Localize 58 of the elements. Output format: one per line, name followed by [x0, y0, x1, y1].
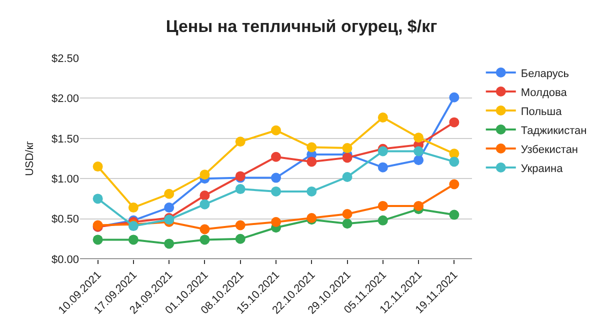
y-tick-label: $1.00 [51, 173, 79, 186]
point [306, 142, 317, 152]
point [271, 125, 281, 136]
point [92, 234, 103, 245]
legend-label: Молдова [520, 86, 568, 99]
point [378, 146, 388, 156]
point [128, 234, 138, 245]
y-tick-label: $0.00 [51, 254, 79, 266]
point [306, 156, 317, 167]
point [378, 162, 388, 172]
point [92, 194, 103, 204]
chart-title: Цены на тепличный огурец, $/кг [166, 16, 438, 36]
point [164, 188, 174, 199]
point [378, 200, 388, 211]
legend-label: Узбекистан [520, 144, 578, 156]
point [414, 200, 424, 211]
point [200, 170, 210, 180]
point [342, 218, 352, 229]
point [449, 92, 460, 102]
point [128, 202, 138, 213]
point [342, 152, 352, 163]
point [271, 186, 281, 196]
point [306, 186, 317, 196]
point [414, 155, 424, 166]
point [414, 132, 424, 143]
legend-label: Беларусь [520, 68, 570, 80]
y-tick-label: $2.00 [51, 93, 79, 106]
point [378, 215, 388, 226]
point [414, 146, 424, 156]
point [200, 190, 210, 200]
y-tick-label: $2.50 [51, 52, 79, 65]
point [271, 172, 281, 183]
point [235, 184, 246, 194]
point [449, 210, 460, 220]
point [449, 179, 460, 190]
point [342, 172, 352, 182]
point [164, 238, 174, 249]
legend-label: Украина [520, 162, 564, 175]
point [235, 136, 246, 147]
point [449, 156, 460, 167]
point [200, 234, 210, 245]
point [235, 220, 246, 230]
point [92, 162, 103, 172]
y-tick-label: $1.50 [51, 133, 79, 146]
point [164, 202, 174, 213]
point [378, 112, 388, 122]
point [342, 143, 352, 154]
point [271, 217, 281, 228]
y-tick-label: $0.50 [51, 214, 79, 226]
point [449, 117, 460, 128]
legend-label: Польша [520, 106, 563, 118]
point [235, 234, 246, 244]
point [200, 199, 210, 210]
point [271, 152, 281, 162]
point [200, 224, 210, 234]
y-axis-title: USD/кг [24, 140, 36, 176]
point [342, 208, 352, 219]
legend-label: Таджикистан [520, 124, 587, 137]
